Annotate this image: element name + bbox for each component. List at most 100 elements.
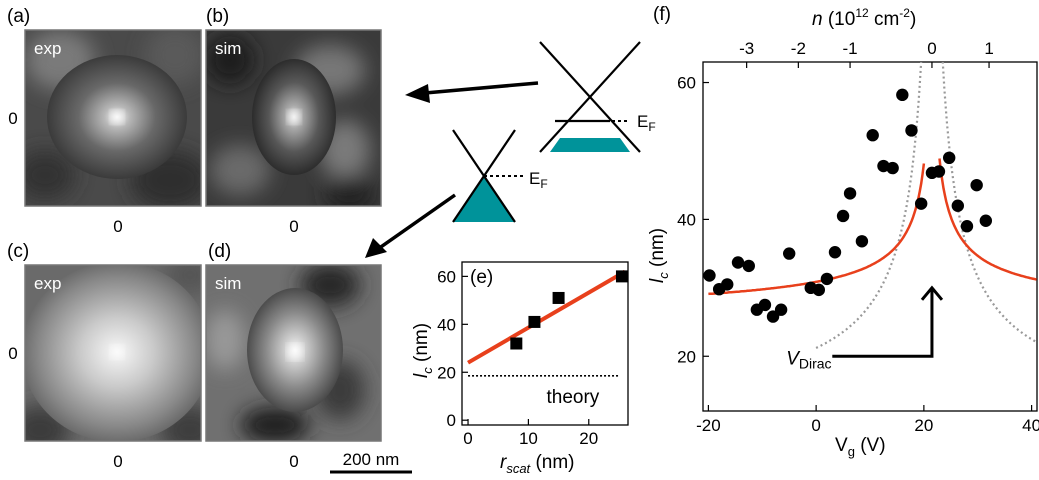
panel-a-image (25, 30, 201, 206)
chart-f-point-4 (742, 259, 755, 273)
chart-f-dirac-arrow (832, 287, 934, 358)
chart-f-point-17 (866, 129, 879, 142)
chart-e-point-1 (528, 315, 541, 328)
cone-lower: EF (452, 129, 548, 223)
chart-f-top-xlabel: n (1012 cm-2) (812, 6, 916, 30)
chart-f-point-28 (970, 178, 983, 192)
chart-f-point-25 (942, 151, 956, 165)
chart-e-point-2 (552, 291, 565, 304)
chart-f-toptick-label-0: -3 (739, 39, 754, 58)
chart-f-point-8 (774, 303, 788, 316)
cone-upper-ef: EF (637, 112, 656, 134)
chart-f-xlabel: Vg (V) (835, 435, 886, 459)
panel-c-label: (c) (7, 241, 29, 262)
panel-d-tag: sim (215, 274, 241, 293)
chart-e-xlabel: rscat (nm) (500, 452, 575, 476)
cone-lower-ef: EF (529, 169, 548, 191)
chart-f-toptick-label-2: -1 (843, 39, 858, 58)
cone-upper-fill (550, 138, 630, 152)
chart-f-point-11 (812, 283, 826, 297)
chart-f-point-0 (703, 269, 716, 282)
chart-f-point-2 (721, 278, 734, 291)
chart-e-frame (461, 261, 629, 426)
panel-c: (c) exp 0 0 (7, 241, 202, 471)
chart-f-toptick-label-4: 1 (984, 39, 993, 58)
chart-f-xtick-label-1: 0 (811, 416, 820, 435)
chart-f-point-21 (905, 124, 918, 137)
panel-c-ytick: 0 (8, 344, 17, 363)
panel-d-label: (d) (208, 241, 231, 262)
chart-f-ytick-label-2: 60 (677, 74, 696, 93)
chart-f-point-14 (836, 209, 850, 223)
arrow-to-d (365, 193, 457, 258)
chart-f-xtick-label-2: 20 (914, 416, 933, 435)
chart-e-xtick-label-1: 10 (519, 429, 538, 448)
panel-c-tag: exp (34, 274, 61, 293)
chart-f-point-7 (766, 310, 780, 323)
panel-e-label: (e) (470, 267, 493, 288)
chart-f-point-16 (855, 235, 869, 248)
cone-upper: EF (539, 41, 656, 153)
chart-e-ylabel: lc (nm) (411, 323, 435, 378)
scale-bar: 200 nm (330, 450, 412, 474)
chart-f-toptick-label-3: 0 (927, 39, 936, 58)
chart-f-fit-curve-left (708, 163, 926, 296)
chart-e-point-0 (510, 337, 523, 350)
cone-lower-fill (453, 176, 515, 222)
chart-e-point-3 (615, 270, 628, 283)
panel-a-tag: exp (34, 39, 61, 58)
chart-f-dirac-label: VDirac (786, 348, 831, 371)
panel-f-label: (f) (653, 4, 671, 25)
chart-e-ytick-label-3: 60 (437, 267, 456, 286)
chart-e-xtick-label-2: 20 (579, 429, 598, 448)
chart-f-point-29 (979, 214, 993, 227)
panel-c-image (25, 265, 201, 441)
chart-f-point-24 (932, 165, 946, 178)
chart-f-point-12 (820, 272, 834, 286)
chart-e-xtick-label-0: 0 (463, 429, 472, 448)
chart-e-fit-line (467, 269, 626, 365)
chart-f-point-26 (951, 199, 965, 212)
panel-a-xtick: 0 (113, 217, 122, 236)
chart-f: (f) -20 0 20 40 20 40 60 -3 -2 -1 0 1 VDirac Vg (V) lc… (647, 4, 1039, 459)
panel-a: (a) exp 0 0 (7, 6, 202, 236)
chart-f-ytick-label-0: 20 (677, 347, 696, 366)
chart-e-ytick-label-1: 20 (437, 363, 456, 382)
chart-f-point-9 (782, 247, 796, 260)
scale-bar-label: 200 nm (343, 450, 400, 469)
chart-f-xtick-label-0: -20 (696, 416, 721, 435)
chart-f-point-19 (886, 161, 899, 175)
panel-b-image (206, 30, 381, 206)
chart-f-plot-area (708, 62, 1037, 349)
chart-f-frame (702, 61, 1038, 412)
panel-b: (b) sim 0 (205, 6, 382, 236)
chart-f-xtick-label-3: 40 (1022, 416, 1039, 435)
panel-b-xtick: 0 (289, 217, 298, 236)
chart-f-fit-curve-right (938, 158, 1037, 281)
chart-f-dirac-curve-left (815, 62, 923, 349)
chart-f-point-6 (758, 298, 772, 312)
chart-f-ytick-label-1: 40 (677, 210, 696, 229)
chart-f-toptick-label-1: -2 (791, 39, 806, 58)
chart-e-ytick-label-0: 0 (447, 411, 456, 430)
chart-f-dirac-arrowhead (920, 285, 944, 301)
chart-f-point-15 (843, 187, 857, 200)
panel-d-xtick: 0 (289, 452, 298, 471)
chart-f-point-3 (731, 256, 745, 269)
chart-f-point-27 (960, 220, 974, 233)
chart-e: (e) 0 10 20 0 20 40 60 theory rscat (nm) lc (nm) (411, 261, 629, 476)
chart-f-point-20 (896, 88, 909, 102)
panel-d: (d) sim 0 (205, 241, 382, 471)
panel-b-label: (b) (206, 6, 229, 27)
arrow-to-b (405, 81, 539, 103)
chart-f-point-13 (828, 246, 842, 259)
chart-e-annotation: theory (547, 387, 600, 408)
panel-d-image (206, 265, 381, 441)
panel-c-xtick: 0 (113, 452, 122, 471)
panel-a-label: (a) (7, 6, 30, 27)
panel-a-ytick: 0 (8, 109, 17, 128)
chart-f-ylabel: lc (nm) (647, 228, 671, 283)
panel-b-tag: sim (215, 39, 241, 58)
chart-f-point-22 (914, 197, 928, 210)
